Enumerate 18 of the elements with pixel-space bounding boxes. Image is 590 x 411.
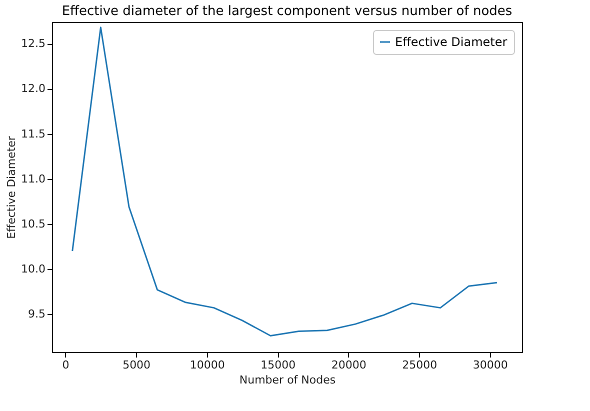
y-tick-label: 11.5 [21, 127, 46, 140]
x-tick-label: 30000 [472, 358, 508, 372]
chart-title: Effective diameter of the largest component versus number of nodes [62, 4, 512, 19]
y-axis-title: Effective Diameter [5, 136, 18, 239]
y-tick-label: 9.5 [28, 308, 46, 321]
legend-label: Effective Diameter [395, 35, 508, 49]
x-tick-label: 20000 [331, 358, 366, 372]
x-tick-label: 15000 [260, 358, 296, 372]
y-tick-label: 10.0 [21, 262, 46, 276]
y-tick-label: 12.0 [21, 82, 46, 96]
x-tick-label: 10000 [190, 358, 225, 372]
x-axis-title: Number of Nodes [239, 374, 336, 386]
y-tick-label: 11.0 [21, 172, 46, 186]
y-tick-label: 10.5 [21, 217, 46, 230]
x-tick-label: 5000 [122, 358, 151, 372]
y-tick-label: 12.5 [21, 37, 46, 50]
x-tick-label: 0 [62, 358, 70, 372]
x-tick-label: 25000 [402, 358, 438, 372]
